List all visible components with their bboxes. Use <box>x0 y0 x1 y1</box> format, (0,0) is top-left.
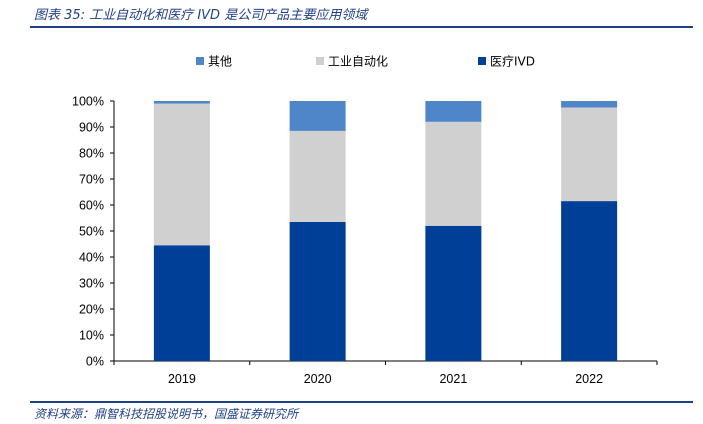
y-tick-label: 40% <box>79 251 104 265</box>
bar-segment-0 <box>425 225 482 361</box>
legend-swatch <box>196 57 204 65</box>
y-tick-label: 100% <box>72 95 104 109</box>
legend-label: 医疗IVD <box>490 55 535 69</box>
legend-label: 其他 <box>208 55 232 69</box>
y-tick-label: 70% <box>79 173 104 187</box>
legend-swatch <box>478 57 486 65</box>
source-note: 资料来源：鼎智科技招股说明书，国盛证券研究所 <box>34 407 299 421</box>
bar-segment-2 <box>289 101 346 131</box>
bar-segment-0 <box>289 221 346 361</box>
bar-segment-0 <box>561 201 618 361</box>
x-tick-label: 2019 <box>168 372 196 386</box>
x-tick-label: 2022 <box>575 372 603 386</box>
bar-segment-2 <box>425 101 482 122</box>
y-tick-label: 50% <box>79 225 104 239</box>
bar-segment-1 <box>153 103 210 246</box>
bar-segment-2 <box>561 101 618 108</box>
legend-swatch <box>316 57 324 65</box>
chart-title: 图表 35: 工业自动化和医疗 IVD 是公司产品主要应用领域 <box>34 8 368 23</box>
bar-segment-1 <box>561 107 618 202</box>
y-tick-label: 10% <box>79 329 104 343</box>
source-rule <box>30 401 693 403</box>
bar-segment-1 <box>425 121 482 226</box>
bar-segment-0 <box>153 245 210 361</box>
y-tick-label: 80% <box>79 147 104 161</box>
x-tick-label: 2020 <box>304 372 332 386</box>
legend-label: 工业自动化 <box>328 55 388 69</box>
bar-segment-2 <box>153 101 210 104</box>
y-tick-label: 60% <box>79 199 104 213</box>
x-tick-label: 2021 <box>439 372 467 386</box>
title-rule <box>30 26 693 28</box>
y-tick-label: 0% <box>86 355 104 369</box>
y-tick-label: 20% <box>79 303 104 317</box>
bar-segment-1 <box>289 130 346 222</box>
y-tick-label: 30% <box>79 277 104 291</box>
y-tick-label: 90% <box>79 121 104 135</box>
